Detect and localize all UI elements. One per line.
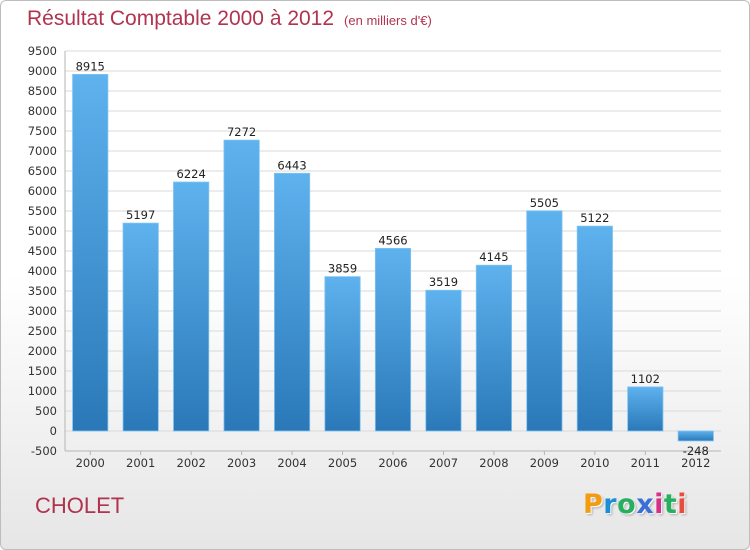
y-tick-label: 3000	[28, 304, 57, 318]
bars	[72, 74, 714, 442]
y-tick-label: 9500	[28, 44, 57, 58]
value-label: 1102	[631, 372, 660, 386]
y-tick-labels: -500 0 500 1000 1500 2000 2500 3000 3500 4000 4500…	[28, 44, 57, 458]
x-tick-label: 2000	[76, 456, 105, 470]
x-tick-label: 2001	[126, 456, 155, 470]
y-tick-label: 3500	[28, 284, 57, 298]
y-tick-label: 5000	[28, 224, 57, 238]
value-label: 7272	[227, 125, 256, 139]
x-tick-labels: 2000 2001 2002 2003 2004 2005 2006 2007 2008 2009…	[76, 456, 711, 470]
bar	[425, 289, 462, 432]
value-label: 8915	[76, 59, 105, 73]
bar	[223, 139, 260, 432]
y-tick-label: 2500	[28, 324, 57, 338]
bar	[627, 386, 664, 432]
x-tick-label: 2011	[631, 456, 660, 470]
bar	[576, 225, 613, 432]
logo-letter: o	[617, 489, 637, 520]
value-label: 4145	[479, 250, 508, 264]
x-tick-label: 2003	[227, 456, 256, 470]
y-tick-label: 4000	[28, 264, 57, 278]
value-label: 3859	[328, 262, 357, 276]
y-tick-label: 7500	[28, 124, 57, 138]
value-labels: 8915 5197 6224 7272 6443 3859 4566 3519 4145 5505…	[76, 59, 709, 458]
x-tick-label: 2004	[277, 456, 306, 470]
x-tick-label: 2008	[479, 456, 508, 470]
bar	[173, 181, 210, 432]
y-tick-label: 1000	[28, 384, 57, 398]
logo-letter: i	[677, 489, 688, 520]
bar	[274, 172, 311, 432]
logo-letter: P	[583, 489, 604, 520]
x-tick-label: 2005	[328, 456, 357, 470]
value-label: 5505	[530, 196, 559, 210]
y-tick-label: 0	[50, 424, 57, 438]
y-tick-label: 2000	[28, 344, 57, 358]
y-tick-label: -500	[31, 444, 57, 458]
y-tick-label: 8500	[28, 84, 57, 98]
bar	[374, 247, 412, 432]
y-tick-label: 7000	[28, 144, 57, 158]
chart-subtitle: (en milliers d'€)	[344, 13, 432, 28]
value-label: 5197	[126, 208, 155, 222]
bar	[677, 430, 714, 442]
y-tick-label: 9000	[28, 64, 57, 78]
x-tick-label: 2010	[580, 456, 609, 470]
x-tick-label: 2007	[429, 456, 458, 470]
x-tick-label: 2006	[378, 456, 407, 470]
bar	[72, 74, 109, 432]
x-tick-label: 2012	[681, 456, 710, 470]
bar	[475, 264, 512, 432]
bar	[324, 276, 361, 432]
value-label: 5122	[580, 211, 609, 225]
logo-letter: x	[636, 489, 655, 520]
axes	[64, 51, 721, 455]
y-tick-label: 6000	[28, 184, 57, 198]
x-tick-label: 2009	[530, 456, 559, 470]
y-tick-label: 8000	[28, 104, 57, 118]
x-tick-label: 2002	[177, 456, 206, 470]
y-tick-label: 4500	[28, 244, 57, 258]
city-name: CHOLET	[35, 493, 125, 518]
chart-title: Résultat Comptable 2000 à 2012	[27, 7, 335, 30]
y-tick-label: 5500	[28, 204, 57, 218]
y-tick-label: 6500	[28, 164, 57, 178]
value-label: 6224	[177, 167, 206, 181]
y-tick-label: 1500	[28, 364, 57, 378]
proxiti-logo: Proxiti	[583, 489, 687, 520]
bar	[526, 210, 563, 432]
value-label: 6443	[277, 158, 306, 172]
value-label: 4566	[378, 233, 407, 247]
value-label: -248	[683, 444, 709, 458]
logo-letter: i	[654, 489, 664, 520]
bar	[122, 222, 159, 432]
logo-letter: r	[603, 489, 618, 520]
value-label: 3519	[429, 275, 458, 289]
logo-letter: t	[663, 489, 678, 520]
y-tick-label: 500	[35, 404, 57, 418]
chart-title-block: Résultat Comptable 2000 à 2012 (en millie…	[27, 7, 432, 31]
